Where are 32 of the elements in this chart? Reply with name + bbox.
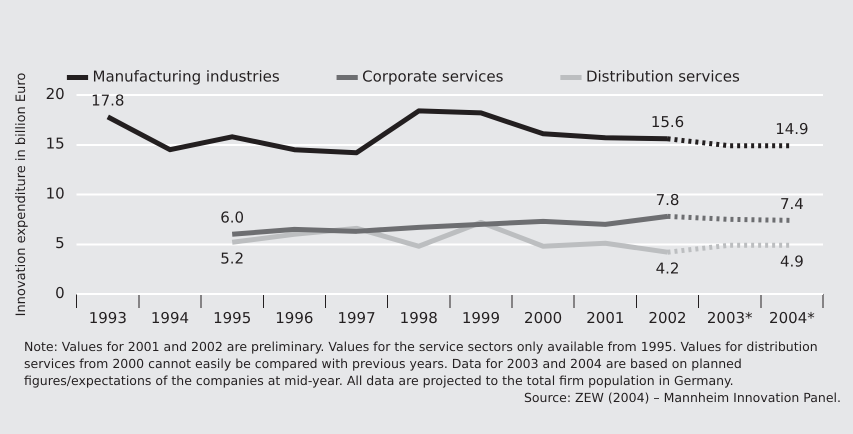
legend-label: Corporate services bbox=[362, 67, 504, 86]
x-tick-label: 1994 bbox=[150, 308, 190, 327]
data-label: 15.6 bbox=[650, 113, 684, 132]
y-axis-title: Innovation expenditure in billion Euro bbox=[14, 72, 30, 316]
data-label: 6.0 bbox=[220, 208, 244, 227]
x-tick-label: 2001 bbox=[586, 308, 624, 327]
x-tick-label: 2004* bbox=[769, 308, 816, 327]
data-label: 4.2 bbox=[656, 260, 680, 278]
legend-label: Manufacturing industries bbox=[92, 67, 280, 86]
data-label: 7.8 bbox=[656, 190, 680, 209]
y-tick-label: 15 bbox=[46, 134, 65, 153]
y-tick-label: 0 bbox=[55, 284, 65, 302]
x-tick-label: 1996 bbox=[275, 308, 314, 327]
x-tick-label: 1997 bbox=[337, 308, 376, 327]
data-label: 17.8 bbox=[91, 91, 124, 110]
x-tick-label: 1999 bbox=[462, 308, 500, 327]
source-note: Source: ZEW (2004) – Mannheim Innovation Panel. bbox=[522, 389, 841, 406]
text: Note: Values for 2001 and 2002 are preliminary. Values for the service sectors only available from 1995. Values for distribution services from 2000 cannot easily be compared with previous years. Data for 2003 and 2004 are based on planned figures/expectations of the companies at mid-year. All data are projected to the total firm population in Germany. bbox=[24, 338, 819, 389]
x-tick-label: 2003* bbox=[706, 308, 754, 327]
x-tick-label: 1998 bbox=[400, 308, 438, 327]
x-tick-label: 2000 bbox=[524, 308, 562, 327]
data-label: 4.9 bbox=[780, 252, 804, 271]
legend-label: Distribution services bbox=[586, 67, 740, 86]
data-label: 14.9 bbox=[775, 120, 809, 138]
y-tick-label: 20 bbox=[46, 84, 65, 103]
y-tick-label: 5 bbox=[55, 234, 65, 252]
y-tick-label: 10 bbox=[46, 184, 65, 202]
x-tick-label: 2002 bbox=[648, 308, 687, 327]
data-label: 5.2 bbox=[220, 250, 244, 268]
x-tick-label: 1995 bbox=[213, 308, 252, 327]
x-tick-label: 1993 bbox=[88, 308, 127, 327]
data-label: 7.4 bbox=[780, 194, 804, 213]
